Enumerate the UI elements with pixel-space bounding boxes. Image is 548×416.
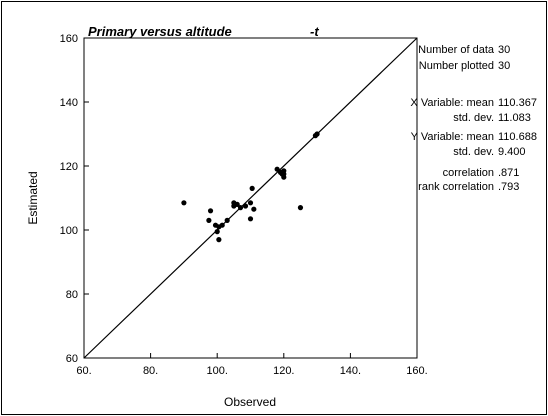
x-tick-label: 80.	[143, 365, 158, 377]
stat-value: 9.400	[498, 146, 526, 158]
y-axis-label: Estimated	[26, 171, 40, 224]
plot-frame	[83, 37, 418, 359]
axis-ticks: 60. 80. 100. 120. 140. 160. 60 80 100 120 140 160	[60, 33, 428, 377]
x-axis-label: Observed	[224, 395, 276, 409]
chart-title: Primary versus altitude	[88, 24, 232, 39]
stat-label: rank correlation	[418, 181, 494, 193]
data-point	[247, 216, 254, 222]
stat-value: 110.367	[498, 97, 537, 109]
stat-value: .871	[498, 167, 519, 179]
data-point	[297, 205, 304, 211]
y-tick-label: 140	[60, 97, 78, 109]
y-tick-label: 160	[60, 33, 78, 45]
stat-label: std. dev.	[453, 146, 494, 158]
stat-label: Y Variable: mean	[411, 131, 494, 143]
data-point	[237, 205, 244, 211]
stat-value: 30	[498, 44, 510, 56]
stat-label: X Variable: mean	[410, 97, 494, 109]
stat-value: 110.688	[498, 131, 537, 143]
data-point	[242, 203, 249, 209]
data-point	[224, 217, 230, 223]
data-point	[207, 208, 214, 214]
stat-value: .793	[498, 181, 519, 193]
data-points	[181, 131, 320, 243]
stat-label: correlation	[443, 167, 494, 179]
x-tick-label: 160.	[406, 365, 427, 377]
data-point	[281, 171, 287, 177]
y-tick-label: 60	[66, 353, 78, 365]
y-tick-label: 80	[66, 289, 78, 301]
reference-line	[83, 37, 418, 359]
data-point	[314, 131, 320, 137]
stat-value: 11.083	[498, 112, 531, 124]
y-tick-label: 100	[60, 225, 78, 237]
x-tick-label: 140.	[340, 365, 361, 377]
data-point	[234, 201, 240, 207]
data-point	[249, 185, 255, 191]
stat-value: 30	[498, 60, 510, 72]
data-point	[181, 200, 187, 206]
data-point	[214, 229, 220, 235]
data-point	[206, 217, 212, 223]
data-point	[216, 237, 222, 243]
x-tick-label: 100.	[206, 365, 227, 377]
stat-label: Number plotted	[419, 60, 494, 72]
data-point	[274, 166, 280, 172]
stat-label: Number of data	[418, 44, 495, 56]
data-point	[251, 206, 257, 212]
x-tick-label: 120.	[273, 365, 294, 377]
statistics-panel: Number of data 30 Number plotted 30 X Variab…	[410, 44, 537, 193]
data-point	[247, 200, 254, 206]
y-tick-label: 120	[60, 161, 78, 173]
data-point	[219, 222, 225, 228]
chart-title-suffix: -t	[310, 24, 319, 39]
stat-label: std. dev.	[453, 112, 494, 124]
x-tick-label: 60.	[76, 365, 91, 377]
